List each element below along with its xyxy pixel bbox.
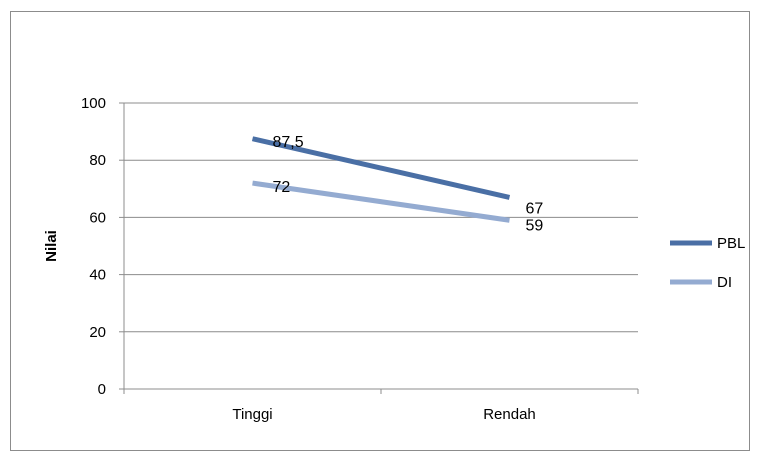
series-line-di <box>252 180 510 223</box>
legend: PBL DI <box>670 235 745 291</box>
legend-label-di: DI <box>717 274 732 291</box>
chart-frame <box>10 11 750 451</box>
data-label: 87,5 <box>273 134 304 151</box>
y-tick-label: 40 <box>89 267 106 284</box>
series-line-pbl <box>251 136 511 200</box>
axes <box>123 103 638 390</box>
legend-label-pbl: PBL <box>717 235 745 252</box>
line-chart: 0 20 40 60 80 100 Tinggi Rendah 87,5 67 72 59 Nil… <box>43 95 745 423</box>
y-tick-label: 60 <box>89 209 106 226</box>
y-tick-labels: 0 20 40 60 80 100 <box>81 95 124 398</box>
y-tick-label: 80 <box>89 152 106 169</box>
series-lines <box>251 136 511 223</box>
y-tick-label: 0 <box>98 381 106 398</box>
x-tick-label: Tinggi <box>232 406 272 423</box>
y-tick-label: 100 <box>81 95 106 112</box>
y-tick-label: 20 <box>89 324 106 341</box>
x-tick-label: Rendah <box>483 406 536 423</box>
data-label: 72 <box>273 179 291 196</box>
x-tick-labels: Tinggi Rendah <box>123 389 639 423</box>
data-labels: 87,5 67 72 59 <box>273 134 544 235</box>
gridlines <box>124 102 638 333</box>
data-label: 67 <box>526 200 544 217</box>
y-axis-title: Nilai <box>43 230 60 262</box>
data-label: 59 <box>526 217 544 234</box>
